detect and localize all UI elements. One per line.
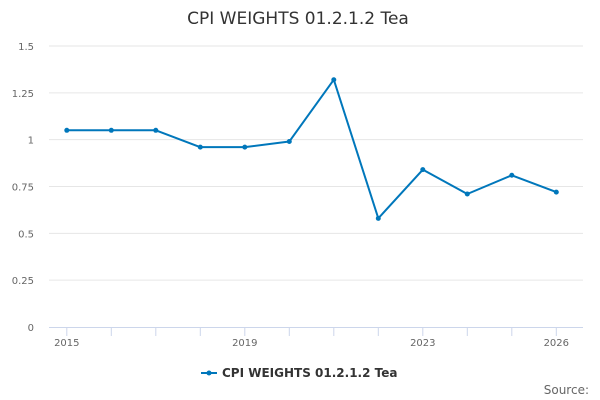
x-axis	[49, 327, 583, 336]
y-tick-label: 0.75	[12, 183, 34, 194]
y-tick-label: 1.5	[18, 42, 34, 53]
y-axis-tick-labels: 0 0.25 0.5 0.75 1 1.25 1.5	[12, 42, 34, 334]
x-tick-label: 2019	[232, 338, 257, 349]
source-credit[interactable]: Source:	[544, 383, 589, 397]
data-point[interactable]	[331, 77, 337, 83]
legend-item-label: CPI WEIGHTS 01.2.1.2 Tea	[222, 366, 397, 380]
x-tick-label: 2026	[544, 338, 569, 349]
x-tick-label: 2023	[410, 338, 435, 349]
grid-lines	[49, 45, 583, 281]
series-line[interactable]	[65, 78, 558, 220]
data-point[interactable]	[242, 144, 248, 150]
data-point[interactable]	[197, 144, 203, 150]
y-tick-label: 1.25	[12, 89, 34, 100]
x-axis-tick-labels: 2015 2019 2023 2026	[54, 338, 569, 349]
data-point[interactable]	[464, 191, 470, 197]
y-tick-label: 1	[28, 136, 34, 147]
data-point[interactable]	[108, 127, 114, 133]
series-line-group	[64, 77, 559, 221]
data-point[interactable]	[509, 172, 515, 178]
legend-marker-swatch	[206, 370, 212, 376]
legend[interactable]: CPI WEIGHTS 01.2.1.2 Tea	[201, 366, 397, 380]
data-point[interactable]	[420, 167, 426, 173]
x-tick-label: 2015	[54, 338, 79, 349]
y-tick-label: 0.5	[18, 229, 34, 240]
data-point[interactable]	[64, 127, 70, 133]
data-point[interactable]	[375, 215, 381, 221]
y-tick-label: 0.25	[12, 276, 34, 287]
y-tick-label: 0	[28, 323, 34, 334]
chart-title: CPI WEIGHTS 01.2.1.2 Tea	[187, 9, 409, 29]
data-point[interactable]	[153, 127, 159, 133]
data-point[interactable]	[286, 139, 292, 145]
data-point[interactable]	[553, 189, 559, 195]
